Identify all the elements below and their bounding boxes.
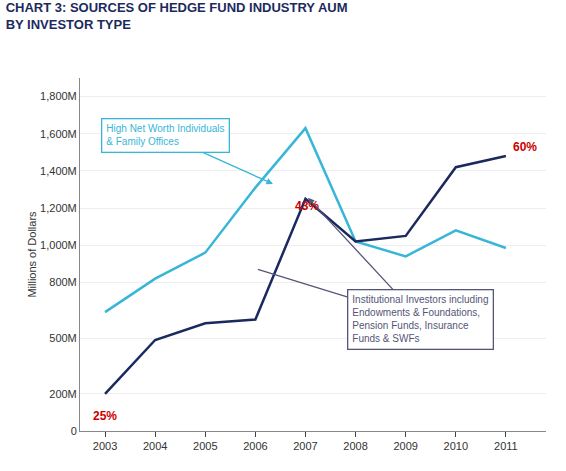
svg-text:2006: 2006 xyxy=(243,440,267,452)
svg-text:2004: 2004 xyxy=(143,440,167,452)
svg-text:800M: 800M xyxy=(49,276,77,288)
svg-text:1,400M: 1,400M xyxy=(40,165,77,177)
svg-text:1,000M: 1,000M xyxy=(40,239,77,251)
svg-text:1,200M: 1,200M xyxy=(40,202,77,214)
svg-text:500M: 500M xyxy=(49,332,77,344)
svg-text:2009: 2009 xyxy=(393,440,417,452)
svg-text:CHART 3: SOURCES OF HEDGE FUND: CHART 3: SOURCES OF HEDGE FUND INDUSTRY … xyxy=(6,0,348,32)
svg-text:Millions of Dollars: Millions of Dollars xyxy=(26,211,38,298)
svg-text:High Net Worth Individuals& Fa: High Net Worth Individuals& Family Offic… xyxy=(106,123,224,147)
svg-text:2008: 2008 xyxy=(343,440,367,452)
svg-text:2007: 2007 xyxy=(293,440,317,452)
svg-text:0: 0 xyxy=(71,425,77,437)
svg-text:2010: 2010 xyxy=(444,440,468,452)
svg-text:2005: 2005 xyxy=(193,440,217,452)
svg-text:60%: 60% xyxy=(513,140,537,154)
svg-text:2003: 2003 xyxy=(93,440,117,452)
svg-text:1,800M: 1,800M xyxy=(40,90,77,102)
svg-text:Institutional Investors includ: Institutional Investors includingEndowme… xyxy=(352,294,488,344)
svg-text:1,600M: 1,600M xyxy=(40,128,77,140)
svg-text:2011: 2011 xyxy=(494,440,518,452)
svg-text:25%: 25% xyxy=(93,409,117,423)
svg-text:43%: 43% xyxy=(295,199,319,213)
svg-text:200M: 200M xyxy=(49,388,77,400)
